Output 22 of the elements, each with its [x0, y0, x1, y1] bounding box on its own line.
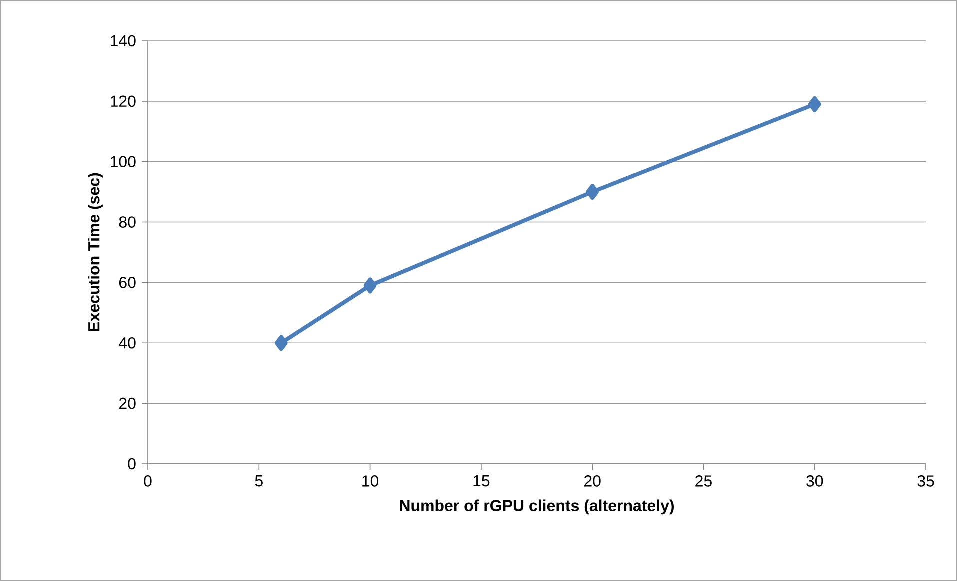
y-axis-title: Execution Time (sec): [88, 173, 103, 332]
y-tick-label: 40: [119, 337, 136, 349]
x-tick-label: 30: [806, 476, 824, 487]
y-tick-label: 100: [111, 156, 136, 168]
x-axis-title: Number of rGPU clients (alternately): [400, 500, 674, 515]
x-tick-label: 35: [918, 476, 934, 487]
point: [808, 96, 822, 112]
y-tick-label: 120: [111, 96, 136, 108]
point: [274, 335, 288, 352]
point: [586, 184, 600, 200]
y-tick-label: 80: [119, 216, 136, 228]
y-tick-label: 140: [111, 35, 136, 47]
x-tick-label: 0: [144, 476, 152, 487]
y-tick-label: 0: [128, 458, 136, 470]
y-tick-label: 20: [119, 398, 136, 410]
x-tick-label: 25: [696, 476, 712, 487]
x-tick-label: 15: [474, 476, 490, 487]
y-tick-label: 60: [119, 277, 136, 288]
point: [364, 278, 377, 294]
x-tick-label: 20: [584, 476, 601, 487]
x-tick-label: 10: [362, 476, 379, 487]
x-tick-label: 5: [255, 476, 263, 487]
